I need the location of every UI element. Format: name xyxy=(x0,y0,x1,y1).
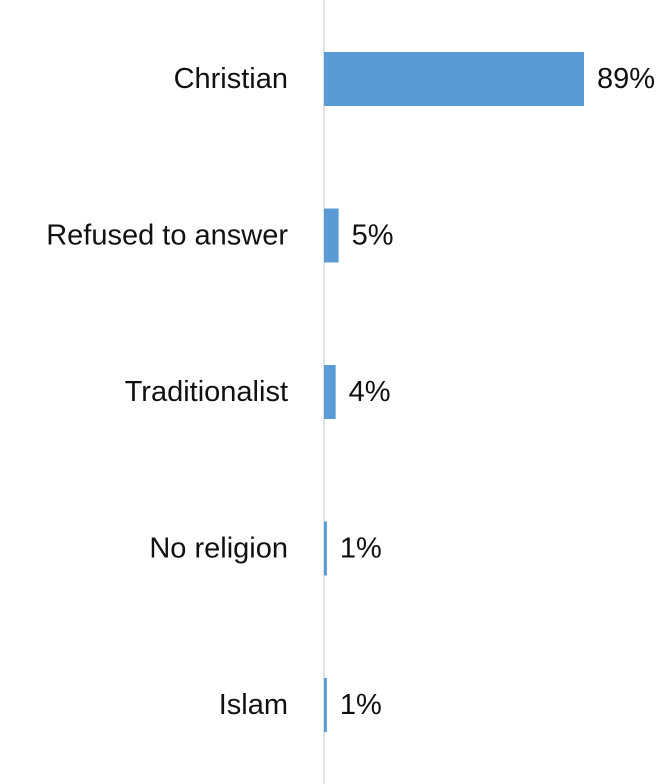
bar-islam xyxy=(324,678,327,732)
bars-group xyxy=(324,52,584,732)
value-label-traditionalist: 4% xyxy=(349,376,391,408)
category-label-traditionalist: Traditionalist xyxy=(125,376,288,408)
bar-refused-to-answer xyxy=(324,208,339,263)
value-label-no-religion: 1% xyxy=(340,533,382,565)
bar-traditionalist xyxy=(324,365,336,419)
category-label-christian: Christian xyxy=(174,63,288,95)
value-label-refused-to-answer: 5% xyxy=(352,220,394,252)
value-label-islam: 1% xyxy=(340,689,382,721)
category-label-no-religion: No religion xyxy=(149,533,288,565)
value-labels-group: 89% 5% 4% 1% 1% xyxy=(340,63,655,721)
category-labels-group: Christian Refused to answer Traditionalist… xyxy=(46,63,288,721)
bar-no-religion xyxy=(324,521,327,576)
category-label-refused-to-answer: Refused to answer xyxy=(46,220,288,252)
bar-christian xyxy=(324,52,584,106)
value-label-christian: 89% xyxy=(597,63,655,95)
category-label-islam: Islam xyxy=(219,689,288,721)
